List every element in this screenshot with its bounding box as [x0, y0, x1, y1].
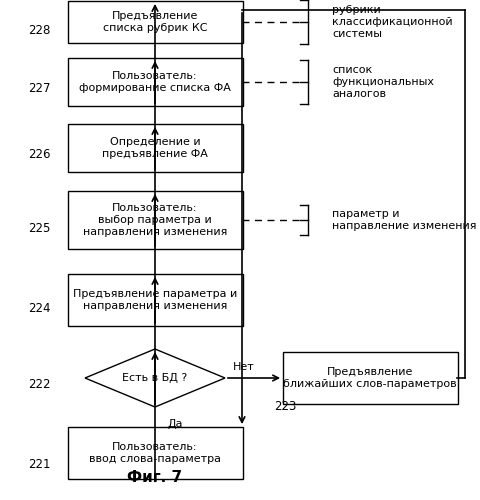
- Text: 226: 226: [28, 148, 50, 162]
- Text: Пользователь:
выбор параметра и
направления изменения: Пользователь: выбор параметра и направле…: [83, 204, 227, 236]
- Text: Есть в БД ?: Есть в БД ?: [122, 373, 188, 383]
- Bar: [68, 58, 242, 106]
- Text: Предъявление
ближайших слов-параметров: Предъявление ближайших слов-параметров: [283, 367, 457, 389]
- Text: Предъявление параметра и
направления изменения: Предъявление параметра и направления изм…: [73, 289, 237, 311]
- Text: Да: Да: [167, 419, 182, 429]
- Text: Нет: Нет: [233, 362, 255, 372]
- Text: 227: 227: [28, 82, 50, 94]
- Text: Предъявление
списка рубрик КС: Предъявление списка рубрик КС: [103, 11, 207, 33]
- Text: 222: 222: [28, 378, 50, 392]
- Bar: [68, 427, 242, 479]
- Text: рубрики
классификационной
системы: рубрики классификационной системы: [332, 6, 453, 38]
- Bar: [68, 274, 242, 326]
- Text: 223: 223: [274, 400, 296, 413]
- Bar: [68, 124, 242, 172]
- Bar: [68, 1, 242, 43]
- Polygon shape: [85, 349, 225, 407]
- Bar: [283, 352, 457, 404]
- Text: Фиг. 7: Фиг. 7: [127, 470, 182, 486]
- Text: 225: 225: [28, 222, 50, 234]
- Text: Определение и
предъявление ФА: Определение и предъявление ФА: [102, 137, 208, 159]
- Text: 228: 228: [28, 24, 50, 36]
- Bar: [68, 191, 242, 249]
- Text: параметр и
направление изменения: параметр и направление изменения: [332, 209, 477, 231]
- Text: 221: 221: [28, 458, 50, 471]
- Text: Пользователь:
ввод слова-параметра: Пользователь: ввод слова-параметра: [89, 442, 221, 464]
- Text: список
функциональных
аналогов: список функциональных аналогов: [332, 66, 434, 98]
- Text: Пользователь:
формирование списка ФА: Пользователь: формирование списка ФА: [79, 71, 231, 93]
- Text: 224: 224: [28, 302, 50, 314]
